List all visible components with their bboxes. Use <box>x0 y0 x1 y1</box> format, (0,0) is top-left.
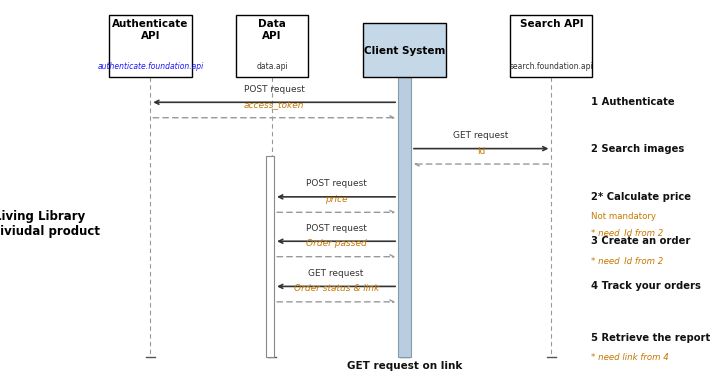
Text: price: price <box>325 195 347 204</box>
FancyBboxPatch shape <box>398 77 411 357</box>
Text: 4 Track your orders: 4 Track your orders <box>591 281 700 291</box>
Text: Order passed: Order passed <box>306 239 367 248</box>
Text: authenticate.foundation.api: authenticate.foundation.api <box>97 63 203 71</box>
FancyBboxPatch shape <box>363 23 445 77</box>
FancyBboxPatch shape <box>266 156 274 357</box>
Text: 5 Retrieve the report: 5 Retrieve the report <box>591 333 710 343</box>
Text: 1 Authenticate: 1 Authenticate <box>591 97 674 107</box>
Text: POST request: POST request <box>306 179 367 188</box>
Text: * need  Id from 2: * need Id from 2 <box>591 229 663 238</box>
Text: GET request on link: GET request on link <box>347 361 463 371</box>
Text: data.api: data.api <box>256 63 288 71</box>
Text: 2* Calculate price: 2* Calculate price <box>591 192 691 202</box>
Text: 3 Create an order: 3 Create an order <box>591 236 690 246</box>
Text: 2 Search images: 2 Search images <box>591 144 684 154</box>
Text: Not mandatory: Not mandatory <box>591 212 656 222</box>
Text: search.foundation.api: search.foundation.api <box>510 63 593 71</box>
Text: GET request: GET request <box>453 131 509 140</box>
Text: POST request: POST request <box>243 85 305 94</box>
FancyBboxPatch shape <box>109 15 192 77</box>
Text: Client System: Client System <box>364 46 445 56</box>
Text: Authenticate
API: Authenticate API <box>112 19 188 41</box>
FancyBboxPatch shape <box>510 15 593 77</box>
Text: GET request: GET request <box>309 269 364 278</box>
Text: Search API: Search API <box>520 19 583 29</box>
Text: * need  Id from 2: * need Id from 2 <box>591 257 663 266</box>
FancyBboxPatch shape <box>236 15 308 77</box>
Text: Data
API: Data API <box>258 19 286 41</box>
Text: Order status & link: Order status & link <box>294 284 379 293</box>
Text: access_token: access_token <box>244 100 304 109</box>
Text: * need link from 4: * need link from 4 <box>591 353 669 362</box>
Text: Id: Id <box>477 147 485 156</box>
Text: POST request: POST request <box>306 224 367 233</box>
Text: Living Library
Indiviudal product: Living Library Indiviudal product <box>0 210 100 238</box>
